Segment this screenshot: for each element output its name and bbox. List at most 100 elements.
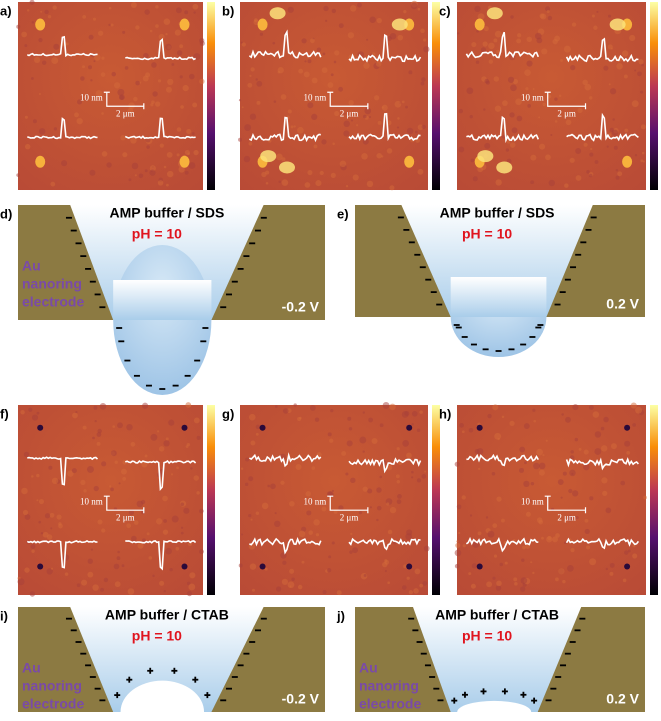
texture	[180, 531, 184, 535]
texture	[624, 550, 629, 555]
texture	[301, 38, 307, 44]
texture	[610, 443, 617, 450]
feature	[406, 563, 413, 570]
texture	[345, 472, 349, 476]
texture	[377, 120, 382, 125]
texture	[338, 505, 344, 511]
texture	[76, 117, 83, 125]
texture	[417, 168, 424, 175]
height-profile	[566, 112, 639, 142]
texture	[364, 107, 372, 115]
texture	[273, 100, 277, 103]
texture	[514, 582, 518, 586]
texture	[109, 485, 112, 488]
texture	[469, 115, 473, 119]
texture	[536, 448, 543, 456]
texture	[417, 7, 421, 11]
texture	[304, 182, 311, 188]
height-profile	[565, 37, 639, 63]
texture	[548, 179, 555, 187]
texture	[165, 33, 168, 36]
texture	[538, 519, 544, 525]
afm-panel: 10 nm 2 μm	[454, 402, 658, 595]
texture	[396, 480, 401, 484]
texture	[423, 46, 430, 53]
schematic: AMP buffer / SDS pH = 10 0.2 V	[355, 205, 645, 357]
texture	[386, 148, 393, 154]
texture	[469, 514, 473, 517]
texture	[323, 5, 329, 12]
texture	[293, 403, 297, 407]
texture	[92, 584, 99, 591]
texture	[591, 14, 595, 18]
texture	[88, 65, 93, 70]
texture	[569, 455, 575, 460]
texture	[30, 544, 36, 550]
texture	[484, 78, 490, 84]
texture	[332, 142, 335, 146]
texture	[532, 571, 535, 575]
texture	[253, 18, 258, 23]
height-profile	[125, 540, 197, 571]
texture	[51, 57, 59, 65]
texture	[189, 572, 196, 579]
texture	[101, 56, 105, 60]
panel-label: i)	[0, 608, 8, 623]
texture	[122, 476, 127, 481]
texture	[150, 103, 154, 107]
texture	[309, 404, 316, 411]
texture	[615, 168, 619, 172]
texture	[170, 473, 174, 476]
electrode-label: Au	[359, 660, 378, 676]
texture	[567, 515, 574, 522]
texture	[411, 423, 414, 426]
panel-label: e)	[337, 206, 349, 221]
texture	[584, 528, 590, 534]
texture	[347, 32, 355, 39]
texture	[30, 77, 34, 80]
texture	[249, 113, 257, 120]
texture	[376, 487, 382, 493]
texture	[416, 428, 421, 433]
texture	[348, 427, 353, 431]
scale-z: 10 nm	[80, 92, 103, 102]
feature	[609, 18, 626, 31]
texture	[578, 447, 582, 451]
texture	[366, 38, 369, 41]
colorbar	[432, 405, 440, 595]
texture	[96, 441, 101, 446]
texture	[405, 533, 413, 541]
scale-bar	[544, 495, 587, 514]
texture	[140, 499, 146, 505]
texture	[106, 162, 112, 168]
texture	[589, 96, 593, 100]
texture	[560, 59, 563, 62]
texture	[241, 106, 244, 109]
texture	[554, 35, 561, 42]
texture	[586, 545, 591, 550]
texture	[176, 466, 179, 470]
texture	[524, 96, 528, 99]
texture	[411, 470, 414, 474]
colorbar	[432, 2, 440, 190]
texture	[121, 564, 125, 568]
texture	[468, 572, 472, 576]
texture	[93, 54, 101, 61]
electrode-label: nanoring	[22, 678, 82, 694]
texture	[127, 588, 135, 595]
texture	[245, 457, 250, 462]
texture	[146, 532, 150, 536]
texture	[617, 171, 623, 177]
texture	[61, 160, 68, 167]
texture	[307, 102, 314, 109]
texture	[297, 584, 303, 590]
texture	[281, 179, 289, 186]
texture	[470, 583, 476, 589]
texture	[154, 101, 161, 107]
texture	[168, 419, 175, 426]
texture	[244, 482, 249, 487]
afm-panel: 10 nm 2 μm	[238, 401, 440, 596]
texture	[287, 6, 294, 13]
texture	[565, 119, 572, 126]
texture	[97, 519, 103, 525]
